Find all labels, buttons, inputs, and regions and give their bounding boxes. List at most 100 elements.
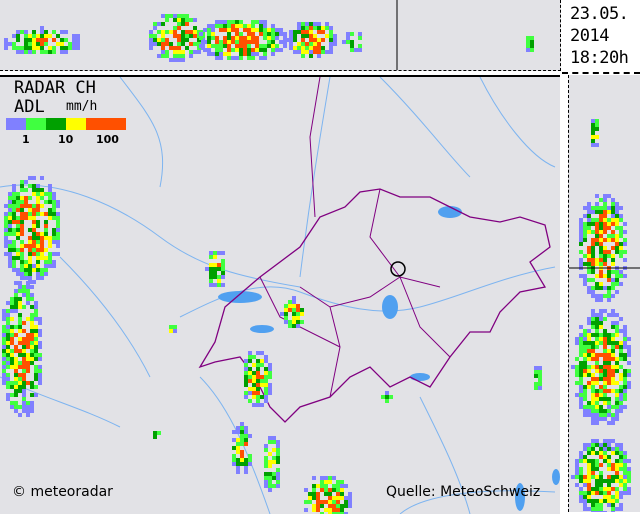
- radar-cell: [615, 393, 619, 397]
- radar-cell: [235, 48, 239, 52]
- radar-cell: [36, 232, 40, 236]
- radar-cell: [595, 467, 599, 471]
- radar-cell: [611, 325, 615, 329]
- radar-cell: [56, 34, 60, 38]
- radar-cell: [157, 42, 161, 46]
- radar-cell: [6, 321, 10, 325]
- radar-cell: [22, 357, 26, 361]
- radar-cell: [18, 297, 22, 301]
- radar-cell: [325, 22, 329, 26]
- radar-cell: [611, 381, 615, 385]
- radar-cell: [48, 260, 52, 264]
- radar-cell: [44, 232, 48, 236]
- radar-cell: [297, 26, 301, 30]
- radar-cell: [14, 333, 18, 337]
- radar-cell: [28, 208, 32, 212]
- copyright-label: © meteoradar: [12, 484, 113, 500]
- radar-cell: [68, 46, 72, 50]
- radar-cell: [599, 447, 603, 451]
- radar-cell: [259, 32, 263, 36]
- radar-cell: [575, 369, 579, 373]
- radar-cell: [72, 42, 76, 46]
- radar-cell: [217, 279, 221, 283]
- radar-cell: [236, 450, 240, 454]
- radar-cell: [623, 345, 627, 349]
- radar-cell: [14, 389, 18, 393]
- radar-cell: [255, 20, 259, 24]
- radar-cell: [333, 38, 337, 42]
- radar-cell: [611, 463, 615, 467]
- radar-cell: [271, 24, 275, 28]
- radar-cell: [587, 286, 591, 290]
- radar-cell: [595, 294, 599, 298]
- radar-cell: [623, 222, 627, 226]
- radar-cell: [389, 395, 393, 399]
- radar-cell: [24, 204, 28, 208]
- radar-cell: [52, 46, 56, 50]
- radar-cell: [599, 365, 603, 369]
- radar-cell: [243, 28, 247, 32]
- radar-cell: [324, 492, 328, 496]
- radar-cell: [599, 397, 603, 401]
- radar-cell: [623, 467, 627, 471]
- radar-cell: [276, 456, 280, 460]
- radar-cell: [247, 40, 251, 44]
- radar-cell: [251, 20, 255, 24]
- radar-cell: [157, 38, 161, 42]
- radar-cell: [256, 403, 260, 407]
- radar-cell: [603, 413, 607, 417]
- radar-cell: [587, 230, 591, 234]
- radar-cell: [615, 495, 619, 499]
- radar-cell: [30, 393, 34, 397]
- radar-cell: [615, 206, 619, 210]
- radar-cell: [30, 361, 34, 365]
- unit-label: mm/h: [66, 99, 98, 114]
- radar-cell: [591, 487, 595, 491]
- radar-cell: [8, 220, 12, 224]
- radar-map[interactable]: [0, 75, 560, 514]
- radar-cell: [607, 369, 611, 373]
- radar-cell: [619, 467, 623, 471]
- radar-cell: [599, 321, 603, 325]
- radar-cell: [2, 377, 6, 381]
- radar-cell: [587, 333, 591, 337]
- radar-cell: [350, 48, 354, 52]
- radar-cell: [8, 208, 12, 212]
- radar-cell: [526, 48, 530, 52]
- radar-cell: [211, 52, 215, 56]
- radar-cell: [36, 252, 40, 256]
- radar-cell: [20, 204, 24, 208]
- radar-cell: [239, 56, 243, 60]
- radar-cell: [595, 282, 599, 286]
- radar-cell: [575, 483, 579, 487]
- radar-cell: [619, 475, 623, 479]
- radar-cell: [235, 24, 239, 28]
- radar-cell: [36, 236, 40, 240]
- radar-cell: [221, 267, 225, 271]
- radar-cell: [207, 36, 211, 40]
- radar-cell: [185, 22, 189, 26]
- radar-cell: [20, 184, 24, 188]
- radar-cell: [340, 484, 344, 488]
- radar-cell: [595, 345, 599, 349]
- radar-cell: [267, 36, 271, 40]
- radar-cell: [615, 401, 619, 405]
- radar-cell: [619, 389, 623, 393]
- radar-cell: [161, 22, 165, 26]
- radar-cell: [52, 264, 56, 268]
- radar-cell: [603, 214, 607, 218]
- radar-cell: [22, 389, 26, 393]
- radar-cell: [16, 252, 20, 256]
- radar-cell: [591, 131, 595, 135]
- radar-cell: [579, 455, 583, 459]
- radar-cell: [316, 500, 320, 504]
- radar-cell: [240, 462, 244, 466]
- radar-cell: [219, 28, 223, 32]
- radar-cell: [215, 56, 219, 60]
- radar-cell: [199, 32, 203, 36]
- radar-cell: [26, 293, 30, 297]
- radar-cell: [332, 504, 336, 508]
- radar-cell: [587, 487, 591, 491]
- radar-cell: [264, 464, 268, 468]
- radar-cell: [48, 46, 52, 50]
